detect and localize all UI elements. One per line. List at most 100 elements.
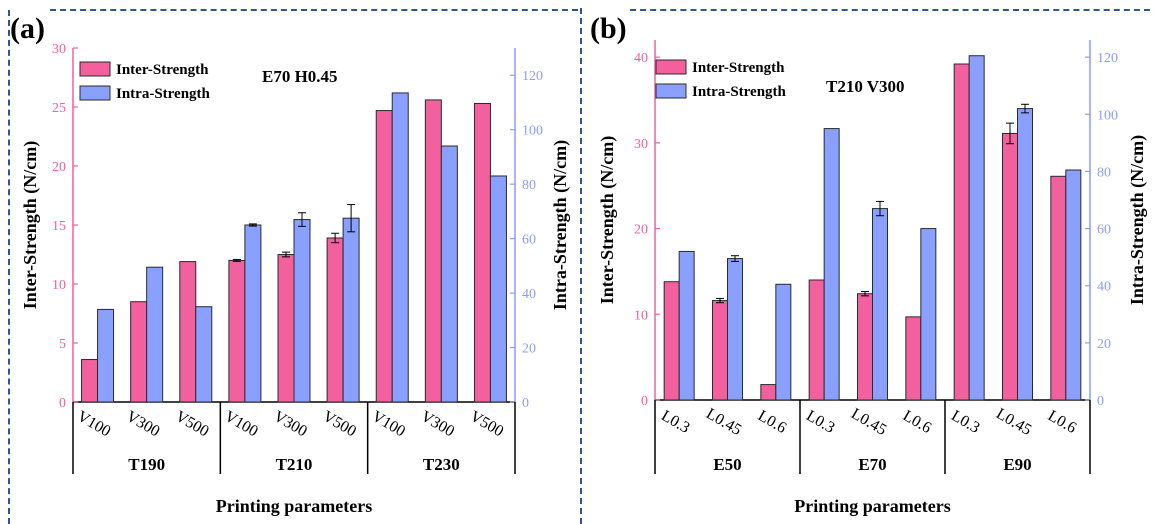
legend-label-inter: Inter-Strength	[116, 62, 209, 78]
right-tick-label: 120	[522, 69, 543, 84]
panel-label: (b)	[590, 12, 627, 45]
bar-inter	[277, 254, 295, 403]
bar-inter	[712, 300, 728, 401]
bar-intra	[293, 219, 311, 403]
group-label: T210	[276, 455, 313, 474]
category-tick-label: L0.45	[703, 405, 744, 439]
legend-swatch-intra	[79, 85, 111, 101]
category-tick-label: L0.3	[803, 407, 837, 437]
bar-inter	[905, 316, 922, 401]
panel-label: (a)	[10, 12, 45, 45]
bar-intra	[775, 283, 792, 401]
legend-swatch-intra	[655, 83, 687, 99]
legend-swatch-inter	[79, 61, 111, 77]
left-tick-label: 0	[59, 396, 66, 411]
right-tick-label: 100	[522, 124, 543, 139]
category-tick-label: V500	[467, 408, 506, 441]
bar-intra	[1017, 108, 1033, 401]
panel-a-frame-left	[8, 10, 10, 524]
right-tick-label: 20	[522, 342, 536, 357]
left-axis-title: Inter-Strength (N/cm)	[20, 141, 41, 309]
right-tick-label: 80	[1097, 165, 1111, 180]
bar-inter	[375, 110, 393, 403]
bar-intra	[342, 217, 360, 403]
right-tick-label: 40	[1097, 280, 1111, 295]
bar-intra	[678, 250, 695, 401]
right-axis-title: Intra-Strength (N/cm)	[550, 140, 571, 310]
legend: Inter-Strength Intra-Strength	[79, 61, 211, 102]
right-tick-label: 60	[522, 233, 536, 248]
left-tick-label: 20	[634, 223, 648, 238]
condition-annotation: T210 V300	[826, 77, 905, 96]
group-label: T230	[423, 455, 460, 474]
left-tick-label: 25	[52, 101, 66, 116]
category-tick-label: V300	[123, 408, 162, 441]
left-tick-label: 5	[59, 337, 66, 352]
bar-intra	[195, 306, 213, 403]
category-tick-label: L0.6	[900, 407, 934, 437]
panel-a-frame-top	[50, 9, 578, 11]
group-label: E90	[1003, 455, 1031, 474]
left-tick-label: 10	[52, 278, 66, 293]
bar-inter	[81, 359, 99, 403]
legend-label-inter: Inter-Strength	[692, 60, 785, 76]
group-label: E70	[858, 455, 886, 474]
right-tick-label: 60	[1097, 223, 1111, 238]
bar-intra	[727, 258, 743, 401]
panel-b-frame-top	[630, 9, 1150, 11]
bar-inter	[424, 99, 442, 403]
category-tick-label: V100	[221, 408, 260, 441]
group-label: T190	[128, 455, 165, 474]
category-tick-label: V500	[320, 408, 359, 441]
right-tick-label: 0	[522, 396, 529, 411]
bar-intra	[146, 266, 164, 403]
x-axis-title: Printing parameters	[794, 496, 950, 516]
x-axis-title: Printing parameters	[216, 496, 372, 516]
condition-annotation: E70 H0.45	[262, 67, 338, 86]
left-tick-label: 30	[52, 42, 66, 57]
category-tick-label: V100	[74, 408, 113, 441]
right-tick-label: 0	[1097, 394, 1104, 409]
category-tick-label: L0.45	[993, 405, 1034, 439]
bar-intra	[1065, 169, 1082, 401]
legend: Inter-Strength Intra-Strength	[655, 59, 787, 100]
bar-intra	[968, 55, 985, 401]
left-tick-label: 20	[52, 160, 66, 175]
right-tick-label: 120	[1097, 51, 1118, 66]
left-tick-label: 30	[634, 137, 648, 152]
category-tick-label: L0.3	[948, 407, 982, 437]
right-tick-label: 40	[522, 287, 536, 302]
bar-inter	[663, 281, 680, 401]
bar-inter	[473, 102, 491, 403]
chart-panel-a: (a) 0 5 10 15 20 25 30 0 20 40 60 80 100 120 Inter-Stre…	[10, 12, 571, 516]
right-tick-label: 20	[1097, 337, 1111, 352]
legend-label-intra: Intra-Strength	[116, 86, 211, 102]
bar-intra	[391, 92, 409, 403]
left-tick-label: 10	[634, 308, 648, 323]
bar-intra	[244, 224, 262, 403]
right-tick-label: 100	[1097, 108, 1118, 123]
bar-inter	[953, 63, 970, 401]
bar-inter	[1002, 132, 1018, 401]
bar-inter	[808, 279, 825, 401]
group-label: E50	[713, 455, 741, 474]
bar-intra	[920, 228, 937, 401]
left-tick-label: 15	[52, 219, 66, 234]
bar-inter	[228, 259, 246, 403]
panel-divider	[580, 8, 582, 524]
bar-inter	[326, 237, 344, 403]
bar-inter	[1050, 175, 1067, 401]
category-tick-label: V500	[172, 408, 211, 441]
bar-intra	[440, 145, 458, 403]
category-tick-label: V300	[271, 408, 310, 441]
bar-inter	[760, 384, 777, 401]
category-tick-label: L0.45	[848, 405, 889, 439]
left-tick-label: 0	[641, 394, 648, 409]
bar-intra	[489, 175, 507, 403]
bar-intra	[872, 208, 888, 401]
right-axis-title: Intra-Strength (N/cm)	[1127, 135, 1148, 305]
category-tick-label: L0.6	[1045, 407, 1079, 437]
bar-inter	[857, 293, 873, 401]
bar-intra	[97, 308, 115, 403]
